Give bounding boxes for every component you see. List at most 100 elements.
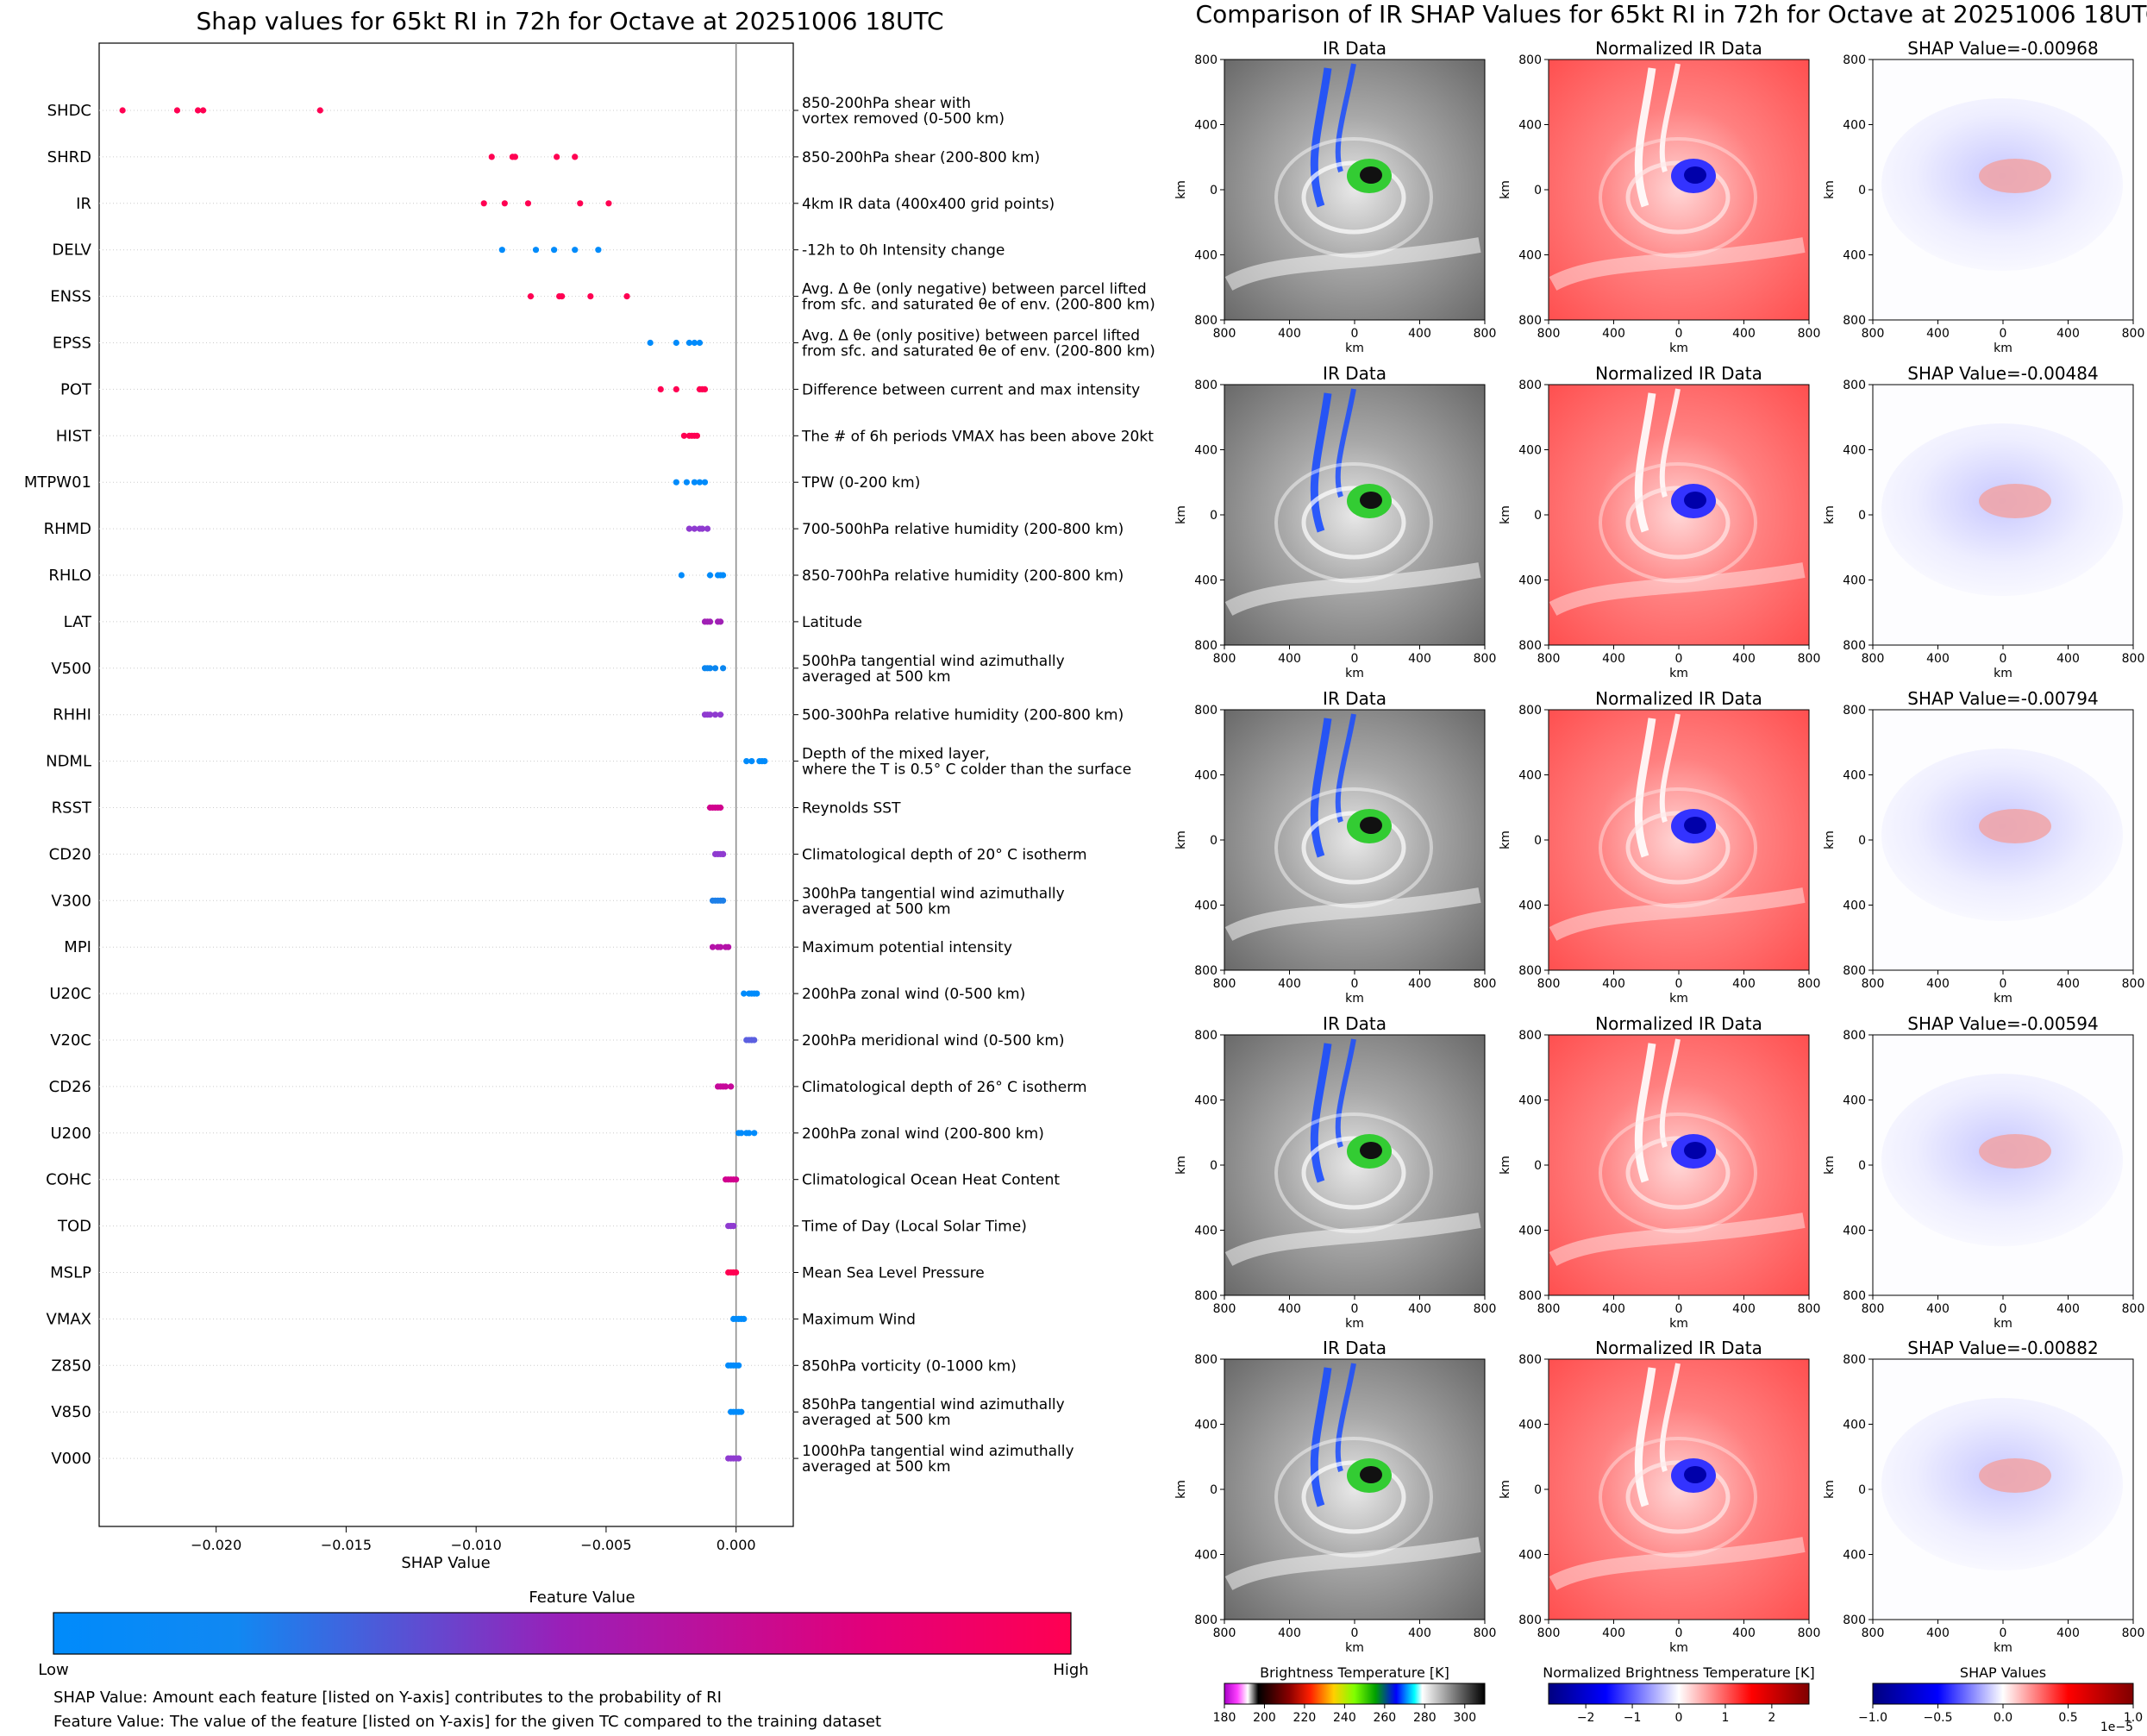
- panel-x-tick-label: 400: [1926, 1626, 1950, 1640]
- panel-y-tick-label: 400: [1194, 574, 1217, 588]
- feature-desc-vmax: Maximum Wind: [802, 1311, 916, 1328]
- panel-title-normalized: Normalized IR Data: [1595, 38, 1762, 59]
- note-shap-value: SHAP Value: Amount each feature [listed …: [53, 1689, 722, 1707]
- panel-y-tick-label: 0: [1210, 184, 1217, 197]
- panel-x-tick-label: 800: [1537, 1302, 1561, 1316]
- spiral-ring: [1301, 811, 1406, 885]
- swarm-point-rhhi: [711, 711, 719, 718]
- norm-colorbar-tick-label: 1: [1721, 1711, 1729, 1725]
- panel-y-tick-label: 400: [1518, 1094, 1542, 1108]
- swarm-point-delv: [572, 247, 579, 254]
- swarm-point-rhmd: [698, 525, 706, 532]
- panel-y-axis-label: km: [1823, 830, 1837, 849]
- panel-y-tick-label: 800: [1194, 1029, 1217, 1043]
- panel-x-tick-label: 400: [1732, 327, 1756, 341]
- panel-x-tick-label: 0: [1675, 327, 1683, 341]
- swarm-point-enss: [559, 293, 566, 300]
- panel-x-axis-label: km: [1669, 667, 1688, 680]
- shap-positive-region: [1979, 484, 2051, 518]
- feature-name-epss: EPSS: [53, 335, 91, 353]
- feature-name-shrd: SHRD: [47, 148, 91, 166]
- panel-x-tick-label: 800: [1474, 1302, 1497, 1316]
- x-tick-label: −0.020: [191, 1537, 241, 1553]
- shap-swarm-plot: SHDC SHRD IR DELV ENSS EPSS POT HIST MTPW01 RHMD R…: [24, 42, 1155, 1553]
- panel-y-tick-label: 800: [1843, 1029, 1866, 1043]
- panel-y-tick-label: 800: [1843, 639, 1866, 653]
- feature-desc-u20c: 200hPa zonal wind (0-500 km): [802, 986, 1025, 1003]
- panel-y-tick-label: 0: [1210, 1483, 1217, 1497]
- panel-x-tick-label: 0: [2000, 1626, 2007, 1640]
- storm-core-center: [1684, 1142, 1706, 1159]
- feature-colorbar-title: Feature Value: [529, 1589, 635, 1607]
- panel-x-tick-label: 0: [1351, 652, 1359, 666]
- panel-title-shap: SHAP Value=-0.00484: [1907, 363, 2098, 384]
- x-tick-label: 0.000: [717, 1537, 756, 1553]
- swarm-point-v000: [735, 1455, 742, 1462]
- panel-y-tick-label: 400: [1843, 1225, 1866, 1238]
- panel-x-tick-label: 400: [2056, 1302, 2080, 1316]
- panel-y-tick-label: 0: [1858, 184, 1866, 197]
- swarm-point-ir: [501, 200, 508, 207]
- panel-title-ir: IR Data: [1323, 363, 1386, 384]
- swarm-point-v500: [711, 665, 719, 672]
- swarm-point-rhlo: [719, 572, 727, 579]
- panel-title-normalized: Normalized IR Data: [1595, 1338, 1762, 1358]
- panel-y-tick-label: 800: [1518, 1289, 1542, 1303]
- feature-desc-cd20: Climatological depth of 20° C isotherm: [802, 846, 1087, 863]
- feature-desc-shdc: vortex removed (0-500 km): [802, 110, 1005, 128]
- feature-desc-mslp: Mean Sea Level Pressure: [802, 1265, 985, 1282]
- cloud-band: [1224, 562, 1481, 616]
- swarm-point-rhmd: [691, 525, 698, 532]
- swarm-point-rsst: [717, 804, 724, 812]
- panel-x-tick-label: 800: [1862, 652, 1885, 666]
- storm-core-center: [1360, 817, 1382, 834]
- panel-y-tick-label: 400: [1843, 1549, 1866, 1563]
- shap-colorbar-exponent: 1e−5: [2100, 1720, 2133, 1733]
- cloud-band: [1224, 237, 1481, 291]
- panel-x-axis-label: km: [1994, 992, 2012, 1006]
- feature-desc-v20c: 200hPa meridional wind (0-500 km): [802, 1032, 1065, 1050]
- feature-name-cd26: CD26: [49, 1078, 91, 1096]
- swarm-point-shdc: [119, 107, 126, 114]
- colorbar-ticks: 180 200 220 240 260 280 300 −2 −1 0 1 2 −1.0 −0.5 0.0 0…: [1213, 1704, 2143, 1725]
- spiral-ring: [1625, 1460, 1731, 1534]
- swarm-point-cohc: [733, 1176, 740, 1183]
- feature-name-rhmd: RHMD: [44, 520, 91, 538]
- swarm-point-mslp: [733, 1269, 740, 1276]
- panel-x-axis-label: km: [1345, 1317, 1364, 1331]
- swarm-point-tod: [730, 1223, 737, 1230]
- panel-x-axis-label: km: [1345, 342, 1364, 355]
- x-tick-label: −0.005: [580, 1537, 631, 1553]
- swarm-point-shrd: [511, 154, 518, 160]
- swarm-point-epss: [647, 339, 654, 347]
- swarm-point-cd26: [728, 1083, 735, 1090]
- bt-colorbar-tick-label: 280: [1413, 1711, 1437, 1725]
- panel-x-tick-label: 800: [2122, 1626, 2145, 1640]
- feature-name-vmax: VMAX: [47, 1310, 92, 1328]
- swarm-point-u200: [746, 1130, 753, 1137]
- panel-y-tick-label: 800: [1843, 1353, 1866, 1367]
- panel-x-tick-label: 800: [1862, 977, 1885, 991]
- feature-desc-tod: Time of Day (Local Solar Time): [801, 1219, 1027, 1236]
- panel-x-tick-label: 0: [1351, 1302, 1359, 1316]
- panel-y-axis-label: km: [1823, 1156, 1837, 1175]
- norm-colorbar-tick-label: 0: [1675, 1711, 1683, 1725]
- swarm-point-ir: [524, 200, 532, 207]
- panel-x-tick-label: 800: [1798, 977, 1821, 991]
- panel-y-tick-label: 0: [1534, 1483, 1542, 1497]
- bt-colorbar-tick-label: 200: [1253, 1711, 1276, 1725]
- feature-desc-ndml: Depth of the mixed layer,: [802, 746, 990, 763]
- swarm-point-ndml: [743, 758, 750, 765]
- feature-desc-delv: -12h to 0h Intensity change: [802, 242, 1005, 260]
- panel-y-axis-label: km: [1174, 830, 1188, 849]
- panel-x-tick-label: 800: [1798, 652, 1821, 666]
- norm-colorbar: [1548, 1683, 1810, 1705]
- panel-y-axis-label: km: [1174, 180, 1188, 199]
- panel-x-tick-label: 0: [1675, 977, 1683, 991]
- feature-desc-ir: 4km IR data (400x400 grid points): [802, 196, 1055, 213]
- panel-y-tick-label: 800: [1518, 964, 1542, 978]
- panel-y-tick-label: 400: [1843, 444, 1866, 458]
- feature-name-hist: HIST: [56, 427, 92, 445]
- panel-x-tick-label: 400: [1278, 977, 1301, 991]
